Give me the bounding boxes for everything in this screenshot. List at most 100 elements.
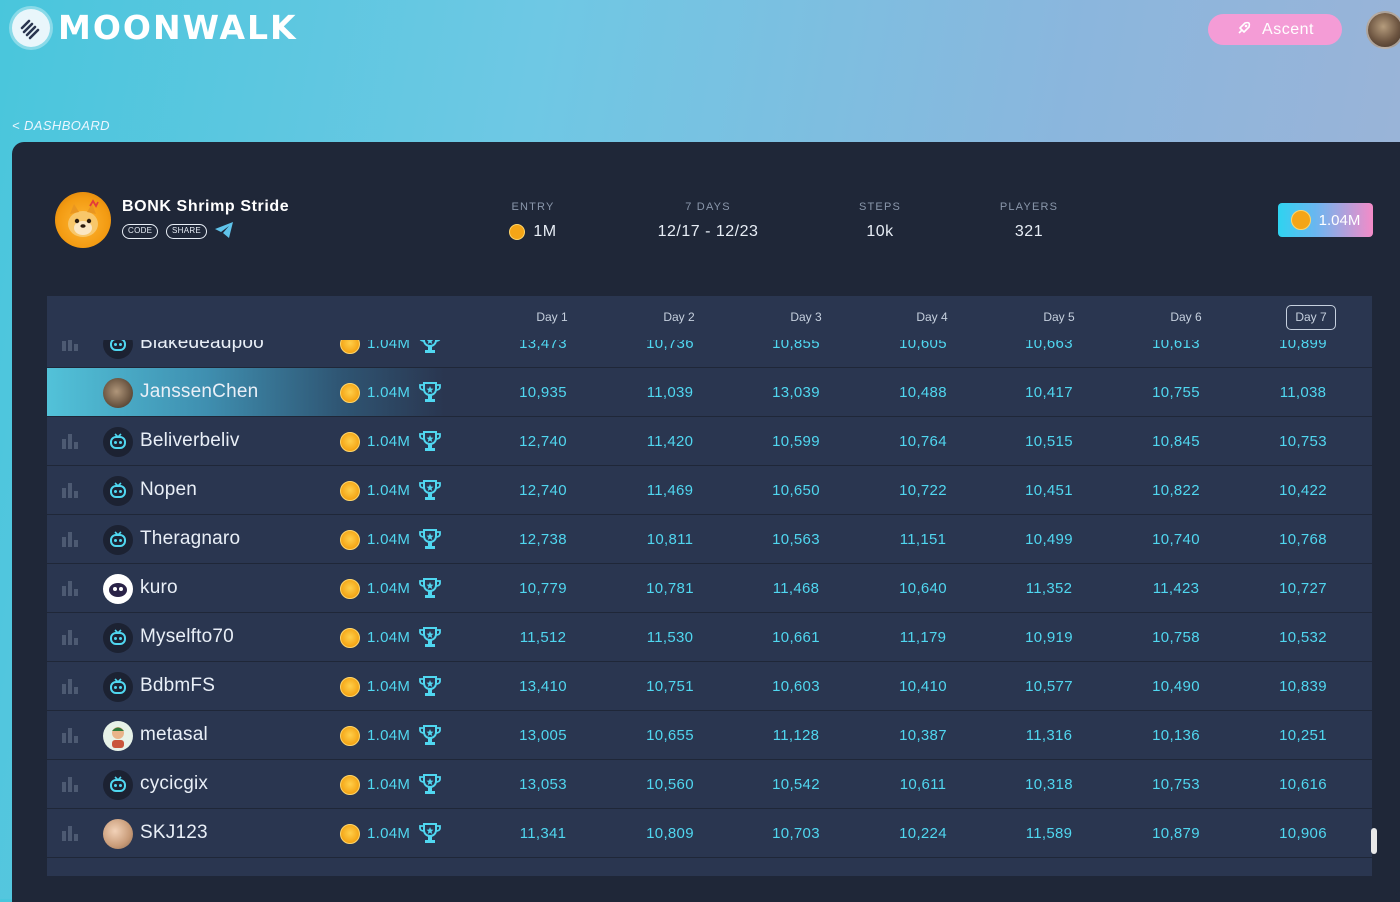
- user-avatar[interactable]: [1366, 11, 1400, 49]
- ascent-button[interactable]: Ascent: [1208, 14, 1342, 45]
- breadcrumb-dashboard[interactable]: < DASHBOARD: [12, 118, 110, 133]
- day-steps-cell: 10,727: [1279, 580, 1327, 597]
- col-day-3[interactable]: Day 3: [790, 310, 822, 324]
- trophy-icon: [418, 576, 442, 605]
- stats-bar-icon[interactable]: [61, 531, 79, 552]
- username[interactable]: metasal: [140, 724, 208, 745]
- app-name: MOONWALK: [58, 8, 298, 47]
- total-score: 1.04M: [367, 531, 411, 548]
- day-steps-cell: 11,530: [646, 629, 694, 646]
- table-row[interactable]: Theragnaro 1.04M 12,738 10,811 10,563 11,151 1…: [47, 515, 1372, 564]
- day-steps-cell: 10,499: [1025, 531, 1073, 548]
- username[interactable]: SKJ123: [140, 822, 208, 843]
- total-score: 1.04M: [367, 433, 411, 450]
- username[interactable]: Beliverbeliv: [140, 430, 240, 451]
- stats-bar-icon[interactable]: [61, 335, 79, 356]
- stats-bar-icon[interactable]: [61, 580, 79, 601]
- day-steps-cell: 10,387: [899, 727, 947, 744]
- day-steps-cell: 10,822: [1152, 482, 1200, 499]
- robot-avatar-icon: [103, 427, 133, 457]
- app-logo[interactable]: MOONWALK: [12, 8, 298, 47]
- table-row[interactable]: kuro 1.04M 10,779 10,781 11,468 10,640 11,352 1…: [47, 564, 1372, 613]
- bonk-logo-icon: [55, 192, 111, 248]
- duration-label: 7 DAYS: [685, 201, 731, 213]
- day-steps-cell: 10,811: [646, 531, 694, 548]
- day-steps-cell: 13,053: [519, 776, 567, 793]
- day-steps-cell: 10,809: [646, 825, 694, 842]
- col-day-7-active[interactable]: Day 7: [1286, 305, 1336, 330]
- bonk-coin-icon: [340, 432, 360, 452]
- stats-bar-icon[interactable]: [61, 727, 79, 748]
- table-row[interactable]: SKJ123 1.04M 11,341 10,809 10,703 10,224 11,58…: [47, 809, 1372, 858]
- day-steps-cell: 10,751: [646, 678, 694, 695]
- total-score: 1.04M: [367, 727, 411, 744]
- col-day-4[interactable]: Day 4: [916, 310, 948, 324]
- table-row[interactable]: JanssenChen 1.04M 10,935 11,039 13,039 10,488…: [47, 368, 1372, 417]
- day-steps-cell: 13,039: [772, 384, 820, 401]
- col-day-6[interactable]: Day 6: [1170, 310, 1202, 324]
- stats-bar-icon[interactable]: [61, 433, 79, 454]
- total-score: 1.04M: [367, 629, 411, 646]
- day-steps-cell: 10,224: [899, 825, 947, 842]
- col-day-1[interactable]: Day 1: [536, 310, 568, 324]
- username[interactable]: Myselfto70: [140, 626, 234, 647]
- username[interactable]: kuro: [140, 577, 178, 598]
- stats-bar-icon[interactable]: [61, 776, 79, 797]
- trophy-icon: [418, 478, 442, 507]
- table-row[interactable]: Nopen 1.04M 12,740 11,469 10,650 10,722 10,451…: [47, 466, 1372, 515]
- bonk-coin-icon: [340, 481, 360, 501]
- trophy-icon: [418, 380, 442, 409]
- stats-bar-icon[interactable]: [61, 825, 79, 846]
- share-button[interactable]: SHARE: [166, 224, 208, 239]
- day-steps-cell: 10,451: [1025, 482, 1073, 499]
- day-steps-cell: 10,603: [772, 678, 820, 695]
- day-steps-cell: 11,128: [772, 727, 820, 744]
- bonk-coin-icon: [340, 824, 360, 844]
- day-steps-cell: 10,879: [1152, 825, 1200, 842]
- players-label: PLAYERS: [999, 201, 1059, 213]
- stats-bar-icon[interactable]: [61, 629, 79, 650]
- day-steps-cell: 11,316: [1025, 727, 1073, 744]
- code-button[interactable]: CODE: [122, 224, 159, 239]
- day-steps-cell: 10,577: [1025, 678, 1073, 695]
- total-score: 1.04M: [367, 678, 411, 695]
- day-steps-cell: 10,753: [1279, 433, 1327, 450]
- username[interactable]: cycicgix: [140, 773, 209, 794]
- challenge-title: BONK Shrimp Stride: [122, 198, 290, 215]
- username[interactable]: Nopen: [140, 479, 197, 500]
- moonwalk-logo-icon: [12, 8, 50, 47]
- table-row[interactable]: Myselfto70 1.04M 11,512 11,530 10,661 11,179 1…: [47, 613, 1372, 662]
- col-day-2[interactable]: Day 2: [663, 310, 695, 324]
- username[interactable]: BdbmFS: [140, 675, 216, 696]
- day-steps-cell: 10,781: [646, 580, 694, 597]
- trophy-icon: [418, 625, 442, 654]
- robot-avatar-icon: [103, 672, 133, 702]
- day-steps-cell: 10,488: [899, 384, 947, 401]
- prize-pool-badge[interactable]: 1.04M: [1278, 203, 1373, 237]
- bonk-coin-icon: [340, 530, 360, 550]
- person-avatar-icon: [103, 721, 133, 751]
- scrollbar-thumb[interactable]: [1371, 828, 1377, 854]
- day-steps-cell: 10,758: [1152, 629, 1200, 646]
- table-row[interactable]: Beliverbeliv 1.04M 12,740 11,420 10,599 10,76…: [47, 417, 1372, 466]
- day-steps-cell: 13,005: [519, 727, 567, 744]
- table-row[interactable]: cycicgix 1.04M 13,053 10,560 10,542 10,611 10,…: [47, 760, 1372, 809]
- day-steps-cell: 10,650: [772, 482, 820, 499]
- day-steps-cell: 10,251: [1279, 727, 1327, 744]
- total-score: 1.04M: [367, 384, 411, 401]
- trophy-icon: [418, 772, 442, 801]
- table-row[interactable]: BdbmFS 1.04M 13,410 10,751 10,603 10,410 10,57…: [47, 662, 1372, 711]
- col-day-5[interactable]: Day 5: [1043, 310, 1075, 324]
- prize-amount: 1.04M: [1318, 211, 1361, 229]
- username[interactable]: JanssenChen: [140, 381, 259, 402]
- stats-bar-icon[interactable]: [61, 678, 79, 699]
- username[interactable]: Theragnaro: [140, 528, 241, 549]
- total-score: 1.04M: [367, 482, 411, 499]
- day-steps-cell: 10,136: [1152, 727, 1200, 744]
- table-row[interactable]: metasal 1.04M 13,005 10,655 11,128 10,387 11,3…: [47, 711, 1372, 760]
- robot-avatar-icon: [103, 623, 133, 653]
- trophy-icon: [418, 723, 442, 752]
- telegram-icon[interactable]: [214, 221, 234, 244]
- stats-bar-icon[interactable]: [61, 482, 79, 503]
- day-steps-cell: 10,839: [1279, 678, 1327, 695]
